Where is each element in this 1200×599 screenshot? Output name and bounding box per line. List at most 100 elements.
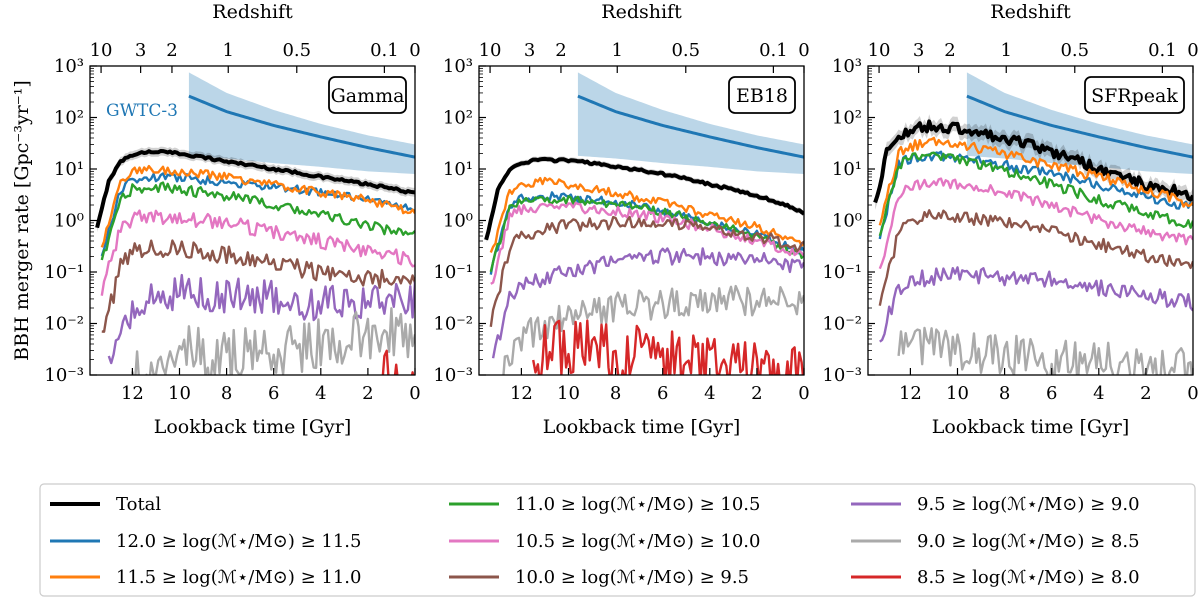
y-tick-label: 10³ [54, 56, 84, 77]
series-line-6 [491, 247, 804, 359]
series-line-3 [489, 194, 804, 273]
legend: Total 12.0 ≥ log(ℳ⋆/M⊙) ≥ 11.5 11.5 ≥ log(… [39, 483, 1196, 597]
panel-label: Gamma [331, 85, 405, 107]
gwtc3-median-line [966, 94, 1193, 159]
panel-label: EB18 [736, 85, 788, 107]
x-tick-label: 10 [946, 383, 969, 404]
y-tick-label: 10⁻¹ [44, 262, 84, 283]
redshift-tick-label: 1 [1001, 40, 1012, 61]
series-line-4 [878, 177, 1193, 270]
x-tick-label: 12 [899, 383, 922, 404]
redshift-tick-label: 0 [409, 40, 420, 61]
series-line-0 [95, 149, 415, 229]
x-tick-label: 0 [798, 383, 809, 404]
gwtc3-band [577, 72, 804, 174]
panel-label-box [728, 76, 796, 114]
series-line-4 [100, 209, 415, 296]
legend-label: 10.5 ≥ log(ℳ⋆/M⊙) ≥ 10.0 [515, 531, 760, 552]
legend-label: 9.5 ≥ log(ℳ⋆/M⊙) ≥ 9.0 [917, 494, 1140, 515]
series-line-3 [100, 181, 415, 261]
legend-label: 10.0 ≥ log(ℳ⋆/M⊙) ≥ 9.5 [515, 567, 749, 588]
gwtc3-annotation: GWTC-3 [106, 101, 178, 121]
y-tick-label: 10⁻² [433, 314, 473, 335]
legend-label: Total [116, 494, 161, 515]
y-tick-label: 10⁻¹ [822, 262, 862, 283]
redshift-tick-label: 3 [913, 40, 924, 61]
panel-label: SFRpeak [1091, 85, 1178, 107]
series-line-6 [879, 266, 1193, 343]
redshift-tick-label: 0.5 [1060, 40, 1089, 61]
y-tick-label: 10¹ [54, 159, 84, 180]
series-line-2 [100, 164, 415, 248]
y-tick-label: 10² [832, 108, 862, 129]
x-tick-label: 6 [657, 383, 668, 404]
gwtc3-median-line [188, 94, 415, 159]
y-tick-label: 10¹ [832, 159, 862, 180]
redshift-tick-label: 0 [1187, 40, 1198, 61]
y-tick-label: 10¹ [443, 159, 473, 180]
legend-label: 12.0 ≥ log(ℳ⋆/M⊙) ≥ 11.5 [116, 531, 361, 552]
plot-area [873, 72, 1193, 375]
x-tick-label: 4 [315, 383, 326, 404]
x-axis-label: Lookback time [Gyr] [154, 416, 352, 438]
panel-label-box [1084, 76, 1185, 114]
y-tick-label: 10⁻³ [822, 365, 862, 386]
series-line-7 [131, 307, 415, 375]
redshift-tick-label: 1 [612, 40, 623, 61]
y-axis-label: BBH merger rate [Gpc⁻³yr⁻¹] [11, 80, 33, 361]
redshift-tick-label: 0.1 [370, 40, 399, 61]
y-tick-label: 10³ [832, 56, 862, 77]
series-line-7 [502, 284, 804, 375]
x-tick-label: 8 [221, 383, 232, 404]
series-line-0 [873, 119, 1193, 204]
redshift-axis-label: Redshift [601, 1, 682, 23]
x-tick-label: 6 [268, 383, 279, 404]
series-line-5 [101, 239, 415, 333]
redshift-tick-label: 10 [868, 40, 891, 61]
series-line-0 [484, 156, 804, 241]
x-tick-label: 2 [1140, 383, 1151, 404]
x-tick-label: 10 [557, 383, 580, 404]
redshift-tick-label: 10 [479, 40, 502, 61]
series-line-2 [878, 136, 1193, 226]
x-tick-label: 8 [610, 383, 621, 404]
x-tick-label: 4 [1093, 383, 1104, 404]
redshift-axis-label: Redshift [990, 1, 1071, 23]
x-tick-label: 12 [510, 383, 533, 404]
gwtc3-band [188, 72, 415, 174]
x-axis-label: Lookback time [Gyr] [543, 416, 741, 438]
panel-label-box [328, 76, 407, 114]
x-tick-label: 0 [1187, 383, 1198, 404]
y-tick-label: 10⁻³ [44, 365, 84, 386]
redshift-tick-label: 3 [524, 40, 535, 61]
series-line-7 [897, 326, 1193, 375]
y-tick-label: 10⁰ [832, 211, 862, 232]
x-tick-label: 6 [1046, 383, 1057, 404]
redshift-tick-label: 0.5 [282, 40, 311, 61]
x-tick-label: 4 [704, 383, 715, 404]
redshift-tick-label: 0.1 [1148, 40, 1177, 61]
y-tick-label: 10² [443, 108, 473, 129]
redshift-tick-label: 2 [555, 40, 566, 61]
x-tick-label: 2 [751, 383, 762, 404]
series-line-1 [100, 172, 415, 257]
plot-area [95, 72, 415, 375]
y-tick-label: 10² [54, 108, 84, 129]
series-line-4 [490, 201, 804, 285]
legend-label: 9.0 ≥ log(ℳ⋆/M⊙) ≥ 8.5 [917, 531, 1140, 552]
series-line-5 [489, 215, 804, 327]
redshift-tick-label: 10 [90, 40, 113, 61]
legend-label: 11.0 ≥ log(ℳ⋆/M⊙) ≥ 10.5 [515, 494, 760, 515]
y-tick-label: 10³ [443, 56, 473, 77]
y-tick-label: 10⁻¹ [433, 262, 473, 283]
redshift-axis-label: Redshift [212, 1, 293, 23]
redshift-tick-label: 0.5 [671, 40, 700, 61]
redshift-tick-label: 0 [798, 40, 809, 61]
y-tick-label: 10⁰ [54, 211, 84, 232]
x-axis-label: Lookback time [Gyr] [932, 416, 1130, 438]
x-tick-label: 10 [168, 383, 191, 404]
series-line-8 [532, 319, 804, 375]
